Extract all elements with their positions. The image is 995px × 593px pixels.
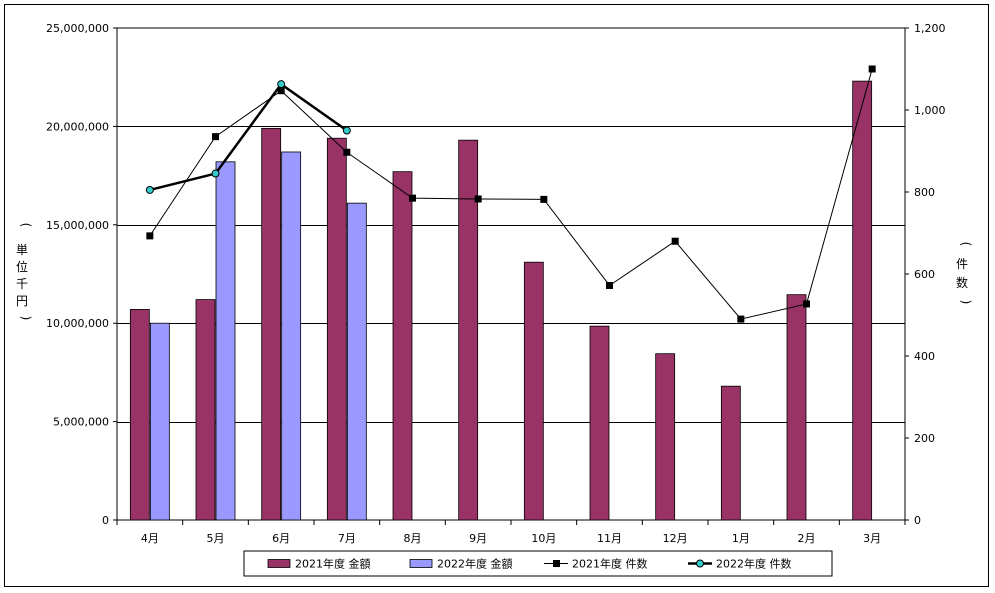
x-tick-label: 4月 [141,532,159,545]
y-left-label-char: 位 [16,259,28,274]
legend-label: 2022年度 金額 [437,557,513,571]
legend-label: 2021年度 件数 [572,557,648,571]
x-tick-label: 3月 [863,532,881,545]
bar-series2 [215,161,236,521]
point-series1 [277,87,285,95]
x-tick-label: 1月 [732,532,750,545]
bar-series1 [129,309,150,521]
y-right-tick-label: 400 [914,350,935,363]
legend-label: 2021年度 金額 [295,557,371,571]
x-tick-label: 8月 [404,532,422,545]
line-series2 [149,82,348,192]
point-series1 [540,195,548,203]
legend-swatch-marker [696,559,704,568]
y-right-label-paren-open: ( [959,242,973,247]
y-left-label-paren-open: ( [19,223,33,228]
y-left-label-char: 単 [16,243,28,257]
y-right-tick-label: 200 [914,432,935,445]
bar-series1 [195,299,216,521]
plot-area [116,27,906,521]
point-series2 [342,126,351,135]
y-left-label-paren-close: ) [19,316,33,321]
x-tick-label: 2月 [798,532,816,545]
legend-swatch-marker [553,560,560,567]
y-right-tick-label: 1,200 [914,22,946,35]
bar-series1 [720,385,741,521]
x-tick-label: 10月 [531,532,556,545]
point-series1 [606,281,613,289]
point-series2 [277,80,286,89]
point-series1 [868,65,876,73]
y-right-tick-label: 800 [914,186,935,199]
bar-series1 [852,80,873,521]
point-series1 [409,194,416,202]
y-left-tick-label: 10,000,000 [46,317,109,330]
y-right-tick-label: 600 [914,268,935,281]
point-series1 [671,237,679,245]
x-tick-label: 5月 [207,532,225,545]
point-series1 [146,232,154,240]
bar-series2 [281,151,302,521]
y-left-label-char: 円 [16,294,28,308]
bar-series1 [655,353,676,521]
legend-label: 2022年度 件数 [716,557,792,571]
legend [243,550,833,577]
x-tick-label: 6月 [272,532,290,545]
y-right-label-char: 数 [956,275,968,290]
y-right-label-paren-close: ) [959,300,973,305]
y-right-tick-label: 1,000 [914,104,946,117]
bar-series1 [589,325,610,521]
y-left-tick-label: 20,000,000 [46,120,109,133]
bar-series1 [261,127,282,521]
point-series2 [211,169,220,178]
legend-swatch-bar [409,559,433,568]
x-tick-label: 12月 [663,532,688,545]
y-right-label-char: 件 [956,257,968,271]
y-right-tick-label: 0 [914,514,921,527]
point-series2 [145,185,154,194]
bar-series1 [458,139,479,521]
y-left-tick-label: 0 [102,514,109,527]
x-tick-label: 7月 [338,532,356,545]
bar-series1 [392,171,413,521]
point-series1 [212,133,219,141]
point-series1 [474,195,482,203]
bar-series1 [786,294,807,521]
legend-swatch-bar [267,559,291,568]
point-series1 [803,300,810,308]
bar-series2 [149,322,170,521]
bar-series2 [346,202,367,521]
y-left-tick-label: 15,000,000 [46,219,109,232]
point-series1 [343,148,351,156]
bar-series1 [326,137,347,521]
x-tick-label: 9月 [469,532,487,545]
y-left-label-char: 千 [16,277,28,291]
x-tick-label: 11月 [597,532,622,545]
y-left-tick-label: 25,000,000 [46,22,109,35]
point-series1 [737,315,745,323]
y-left-tick-label: 5,000,000 [53,416,109,429]
bar-series1 [523,261,544,521]
